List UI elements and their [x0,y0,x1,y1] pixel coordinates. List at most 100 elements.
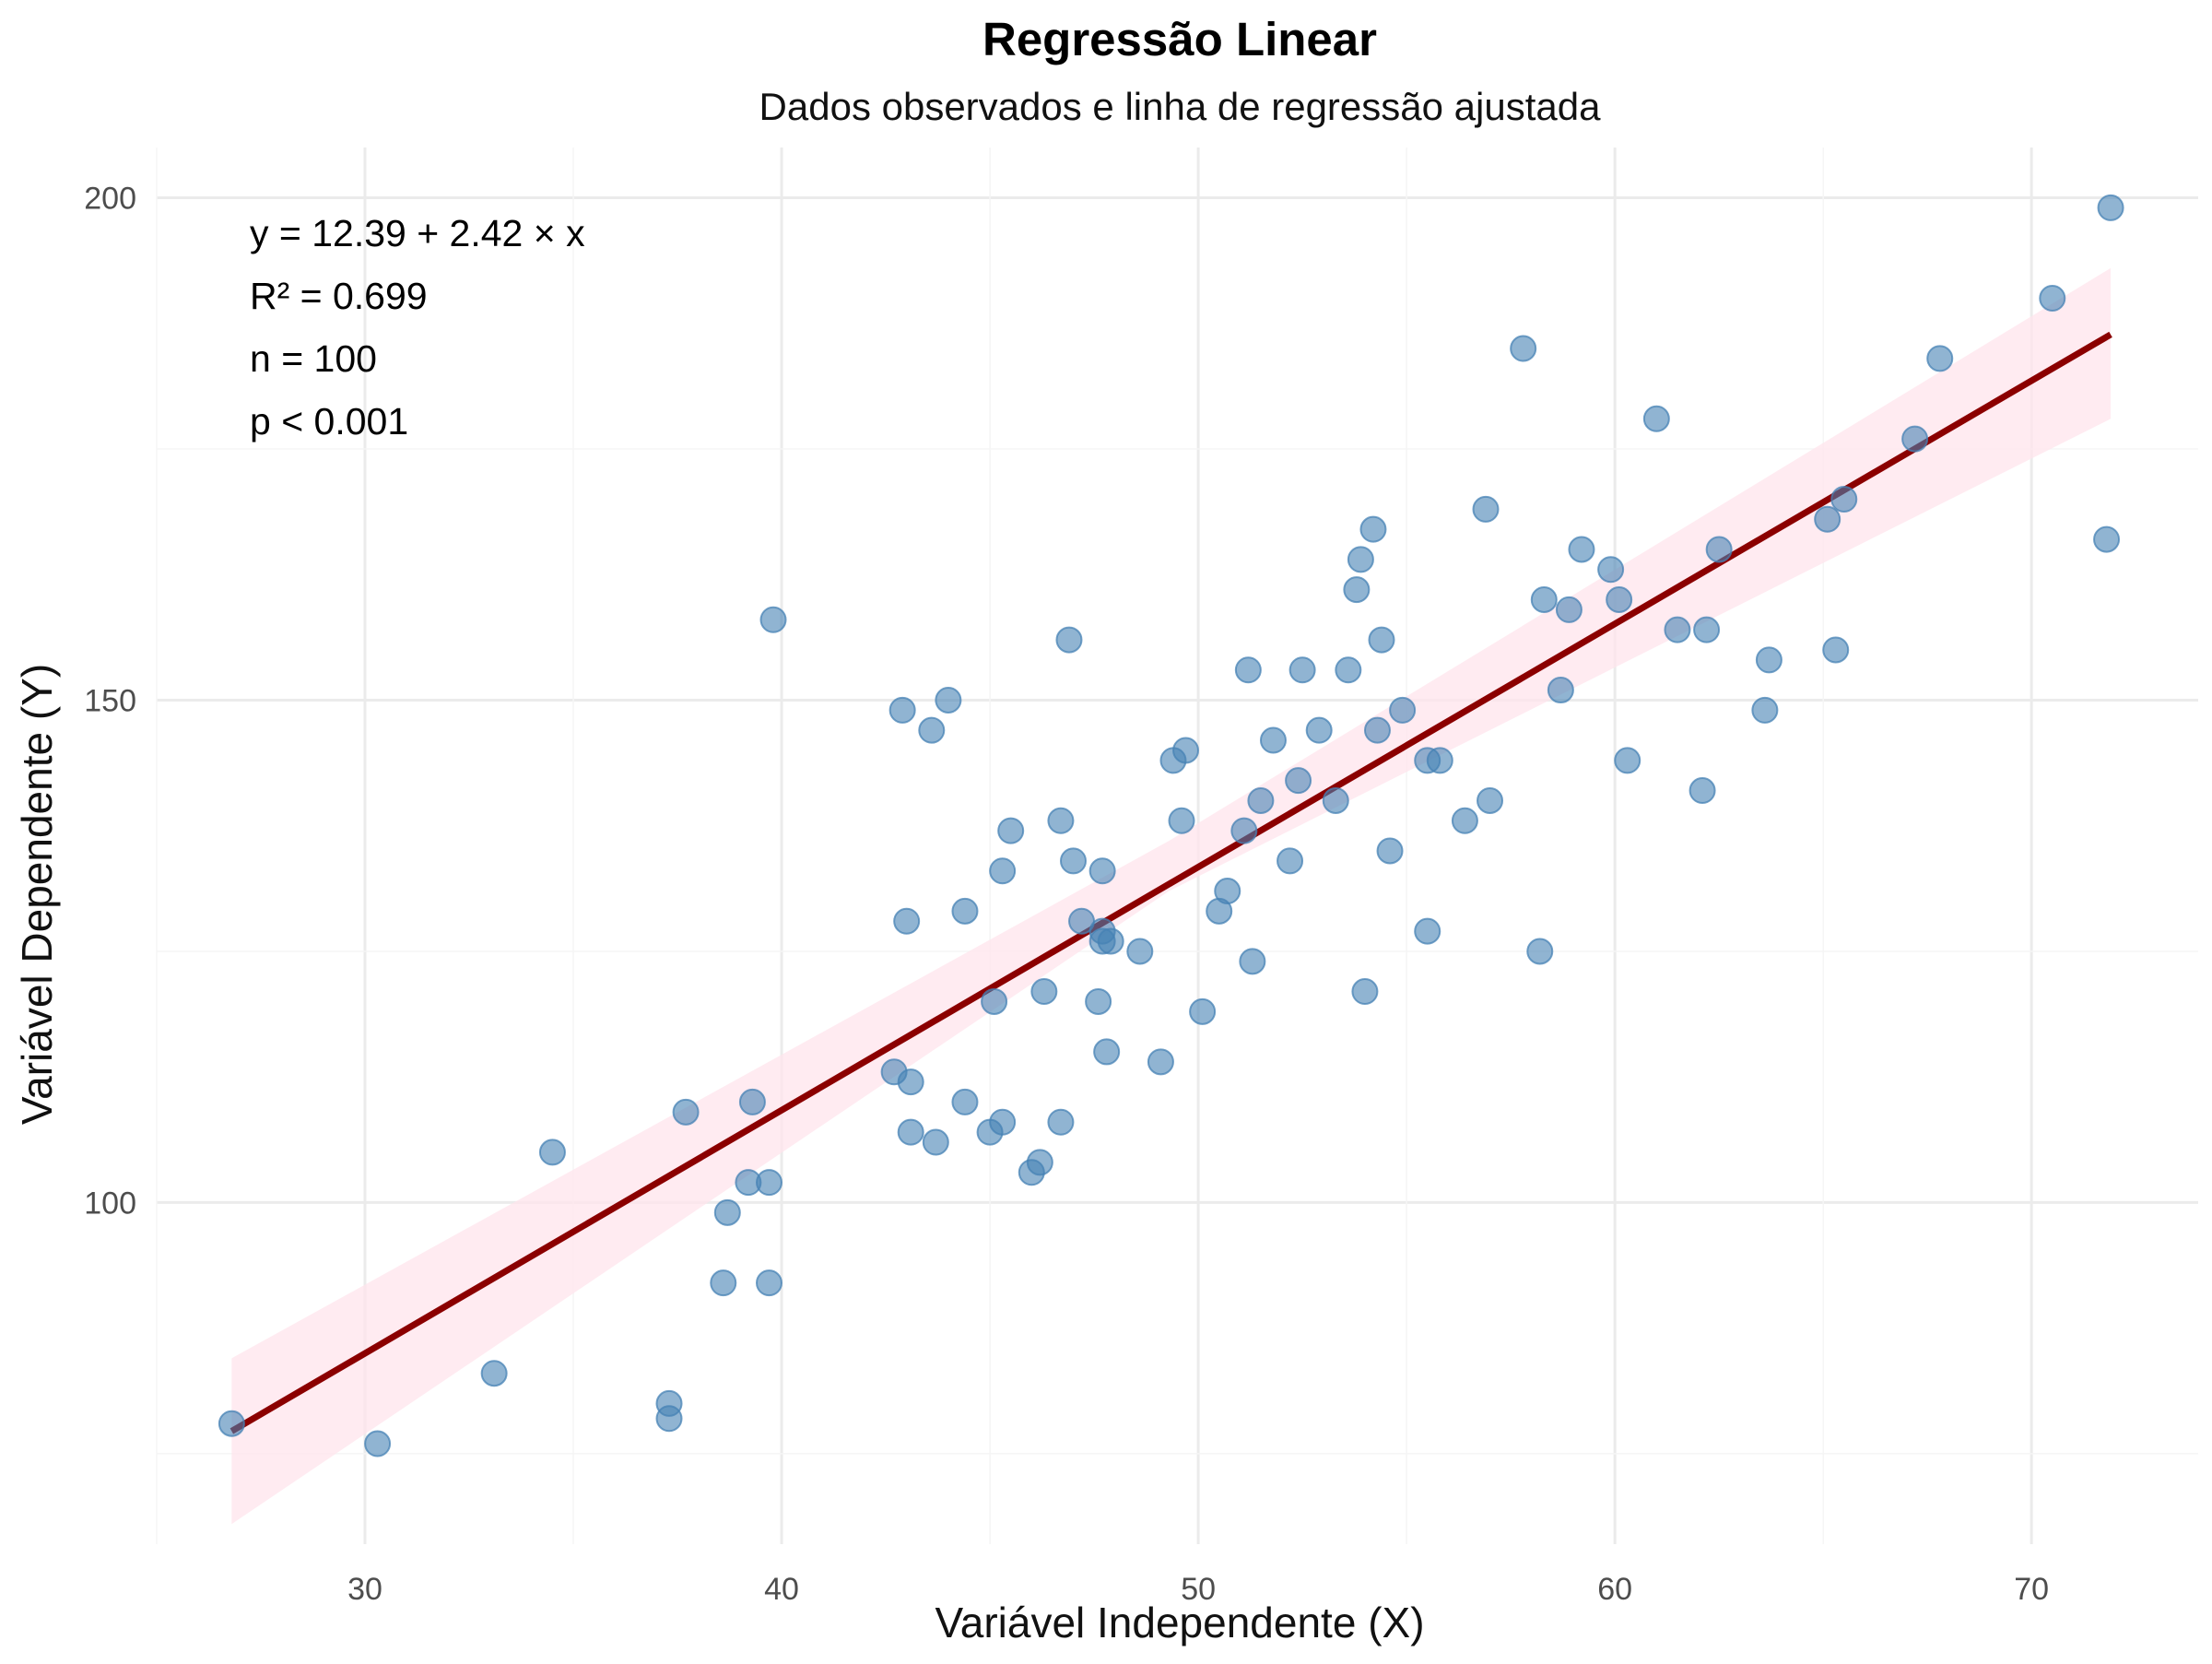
data-point [1230,817,1258,844]
tick-labels: 30 40 50 60 70 100 150 200 [84,181,2049,1607]
data-point [1568,536,1595,563]
y-tick-label: 150 [84,683,136,718]
data-point [1510,335,1537,362]
data-point [710,1269,737,1297]
data-point [1239,948,1266,975]
data-point [1259,726,1287,754]
data-point [935,686,962,714]
x-tick-label: 60 [1597,1572,1632,1607]
data-point [1026,1149,1053,1176]
stat-annotation: R² = 0.699 [250,275,428,317]
data-point [1363,716,1391,744]
data-point [1389,696,1417,724]
data-point [218,1410,245,1437]
data-point [1285,767,1312,795]
data-point [538,1139,566,1166]
data-point [1234,656,1262,684]
chart-subtitle: Dados observados e linha de regressão aj… [759,85,1602,128]
data-point [989,857,1017,885]
data-point [672,1098,700,1126]
data-point [1451,807,1478,834]
data-point [1555,596,1583,623]
data-point [1751,696,1779,724]
data-point [897,1068,924,1096]
data-point [1426,747,1453,774]
confidence-band [231,267,2112,1525]
data-point [1335,656,1362,684]
x-tick-label: 30 [347,1572,382,1607]
regression-line-layer [229,331,2112,1434]
data-point [1247,786,1275,814]
data-point [1614,747,1641,774]
chart-title: Regressão Linear [982,13,1377,65]
data-point [1606,585,1633,613]
confidence-band-layer [231,267,2112,1525]
data-point [1477,786,1504,814]
regression-stats: y = 12.39 + 2.42 × x R² = 0.699 n = 100 p <… [250,212,585,443]
data-point [480,1360,508,1387]
y-axis-title: Variável Dependente (Y) [13,664,61,1125]
data-point [759,606,787,633]
data-point [1172,737,1200,764]
data-points [218,194,2124,1457]
data-point [1168,807,1195,834]
data-point [1343,576,1371,604]
data-point [989,1108,1017,1136]
x-tick-label: 70 [2014,1572,2049,1607]
data-point [738,1088,766,1115]
data-point [1597,556,1625,584]
data-point [1047,1108,1075,1136]
data-point [1047,807,1075,834]
data-point [922,1128,949,1156]
data-point [1347,546,1374,573]
data-point [2093,525,2121,553]
data-point [918,716,946,744]
data-point [364,1430,392,1457]
data-point [1322,786,1349,814]
data-point [951,1088,979,1115]
y-tick-label: 200 [84,181,136,216]
data-point [1705,536,1733,563]
data-point [1305,716,1333,744]
data-point [713,1198,741,1226]
data-point [1664,616,1691,643]
data-point [655,1405,683,1433]
data-point [1693,616,1721,643]
data-point [1288,656,1316,684]
data-point [893,907,921,935]
data-point [756,1269,782,1297]
data-point [951,897,979,925]
stat-annotation: n = 100 [250,337,377,380]
data-point [1414,917,1441,945]
data-point [1814,505,1841,533]
x-tick-label: 40 [764,1572,799,1607]
data-point [1926,345,1954,372]
data-point [1755,646,1783,674]
data-point [1901,425,1929,453]
data-point [997,817,1025,844]
x-axis-title: Variável Independente (X) [935,1599,1424,1646]
data-point [897,1118,924,1146]
data-point [1093,1038,1121,1066]
data-point [1547,677,1574,704]
data-point [2039,284,2066,312]
data-point [1376,837,1404,865]
data-point [1189,997,1217,1025]
data-point [1214,878,1241,905]
data-point [1059,847,1087,875]
regression-line [229,331,2112,1434]
data-point [1351,978,1379,1006]
data-point [981,987,1008,1015]
data-point [1055,626,1083,654]
data-point [1830,485,1858,513]
data-point [1126,938,1154,965]
data-point [1088,857,1116,885]
stat-annotation: p < 0.001 [250,400,408,443]
data-point [1147,1048,1174,1076]
data-point [756,1169,782,1197]
data-point [1359,515,1387,543]
data-point [1642,405,1670,432]
stat-annotation: y = 12.39 + 2.42 × x [250,212,585,254]
